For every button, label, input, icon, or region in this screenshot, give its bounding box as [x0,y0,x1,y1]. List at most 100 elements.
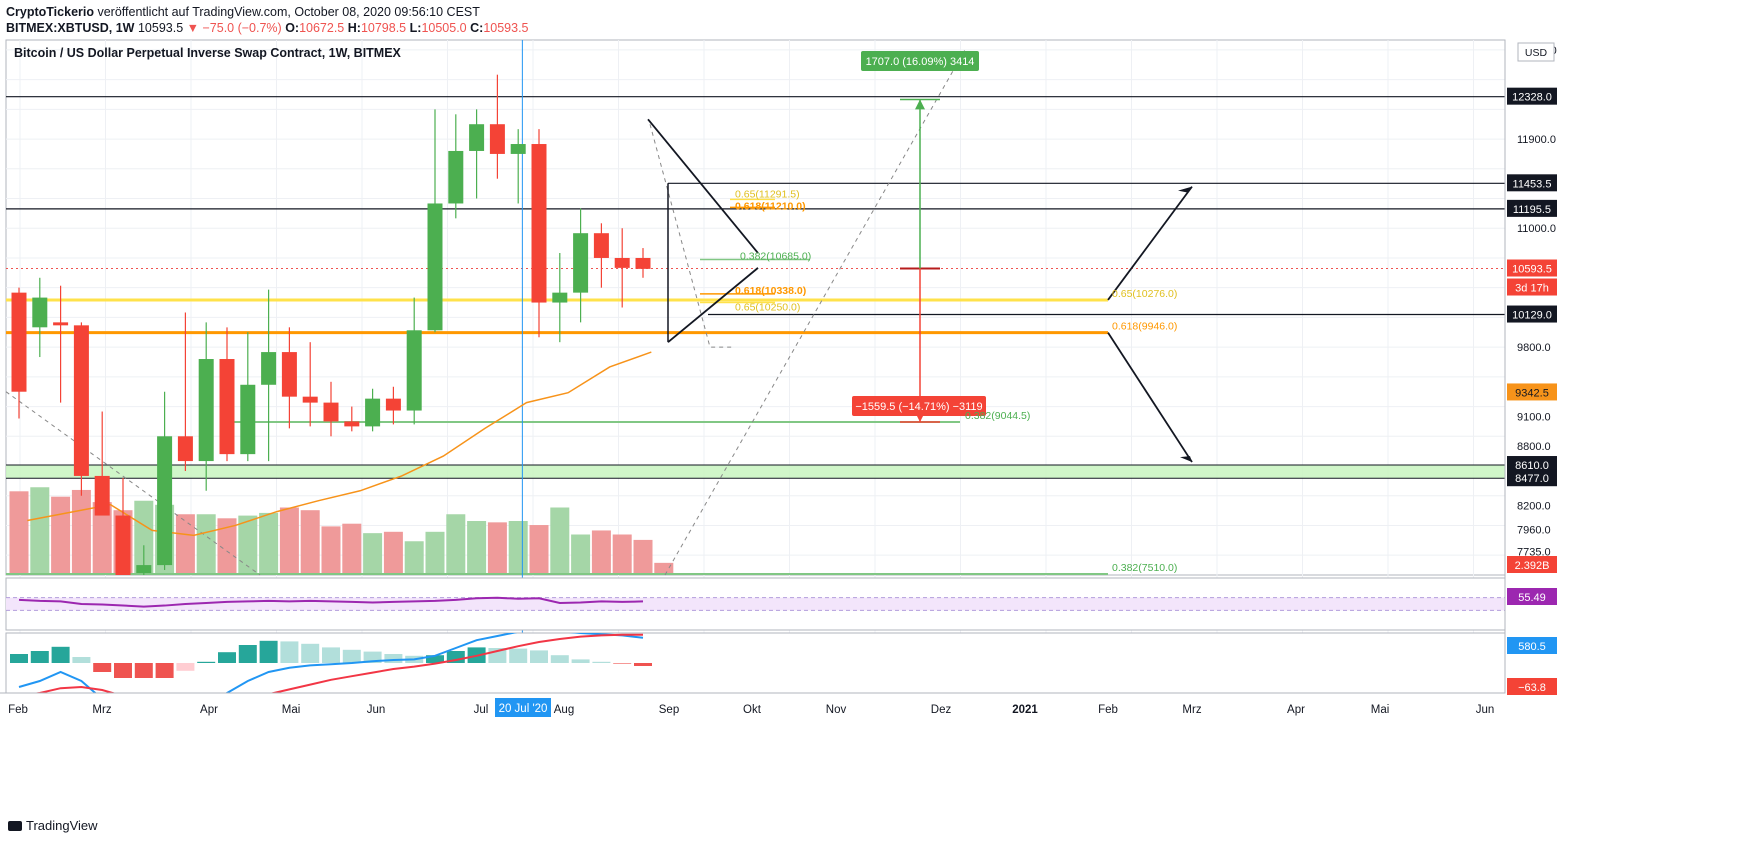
volume-bar [654,562,674,575]
macd-line [18,633,644,693]
fib-label: 0.65(10276.0) [1112,288,1177,300]
macd-value-badge: 580.5 [1518,641,1546,653]
countdown-badge-bg [1507,278,1557,296]
sma-value-badge-bg [1507,383,1557,401]
candle-body [115,515,131,575]
candle-body [198,359,214,462]
candle-body [406,330,422,411]
candle-body [510,144,526,154]
volume-bar [571,534,591,575]
price-tick-label: 11900.0 [1517,134,1556,146]
price-tick-label: 9800.0 [1517,342,1551,354]
macd-hist-bar [155,663,174,678]
triangle-lower-line [667,267,759,343]
close-value: 10593.5 [483,21,529,35]
macd-hist-bar [613,663,632,664]
macd-hist-bar [634,663,652,666]
volume-bar [383,531,403,575]
rsi-band [6,597,1505,611]
last-price: 10593.5 [137,21,184,35]
candle-body [157,436,173,566]
level-badge-11195-bg [1507,199,1557,217]
price-pane [5,39,1506,576]
last-price-badge-bg [1507,259,1557,277]
macd-hist-bar [176,663,195,671]
volume-bar [446,514,466,575]
volume-bar [92,502,112,575]
macd-hist-bar [51,646,70,663]
volume-bar [550,507,570,575]
volume-bar [487,522,507,575]
chart-title: Bitcoin / US Dollar Perpetual Inverse Sw… [14,46,402,60]
candle-body [323,402,339,422]
macd-hist-bar [509,648,528,663]
candle-body [281,352,297,397]
author-name[interactable]: CryptoTickerio [6,5,94,19]
candle-body [240,384,256,455]
volume-bar [196,514,216,575]
volume-bar [175,514,195,575]
macd-hist-bar [322,647,340,663]
fib-label: 0.382(7510.0) [1112,562,1177,574]
candle-body [593,233,609,258]
tradingview-logo[interactable]: TradingView [8,818,98,833]
time-tick-label: Mrz [92,704,111,716]
time-tick-label: Dez [931,704,952,716]
level-badge-11453: 11453.5 [1513,178,1552,190]
volume-bar [612,534,632,575]
fib-label: 0.65(10250.0) [735,302,800,314]
candle-body [489,124,505,154]
symbol-name[interactable]: BITMEX:XBTUSD, 1W [6,21,135,35]
candle-body [177,436,193,462]
rsi-line [18,596,644,608]
candle-body [573,233,589,293]
fib-label: 0.618(10338.0) [735,285,806,297]
candles [11,74,651,575]
chart-header: CryptoTickerio veröffentlicht auf Tradin… [6,4,529,36]
signal-line [32,633,643,693]
level-badge-10129: 10129.0 [1512,310,1552,322]
candle-body [136,565,152,574]
measure-down-label: −1559.5 (−14.71%) −3119 [855,401,982,413]
volume-bar [508,521,528,575]
macd-hist-bar [426,655,444,663]
support-zone [6,465,1505,479]
crosshair-date-label: 20 Jul '20 [499,703,548,715]
low-value: 10505.0 [421,21,467,35]
open-value: 10672.5 [299,21,345,35]
rsi-value-badge: 55.49 [1518,592,1546,604]
time-axis: Feb Mrz Apr Mai Jun Jul Aug Sep Okt Nov Dez 2021 Feb… [0,692,1505,717]
time-tick-label: Jun [1476,704,1495,716]
candle-body [344,421,360,427]
level-badge-8610: 8610.0 [1515,460,1549,472]
volume-bar [9,491,29,575]
price-axis: 12800.011900.011000.09800.09100.08800.08… [1504,40,1557,695]
triangle-upper-line [647,118,759,254]
candle-body [427,203,443,331]
currency-label: USD [1525,47,1548,59]
candle-body [531,144,547,303]
time-tick-label: Nov [826,704,847,716]
level-badge-12328-bg [1507,87,1557,105]
candle-body [53,322,69,326]
volume-bar [342,523,362,575]
macd-hist-bar [384,654,403,663]
currency-badge [1517,42,1555,62]
volume-bar [467,521,487,575]
arrow-down-line [1107,332,1193,463]
macd-hist-bar [342,649,361,663]
price-tick-label: 7735.0 [1517,547,1551,559]
time-tick-label: Okt [743,704,762,716]
macd-hist-bar [259,640,278,663]
volume-bar [363,533,383,575]
price-change: ▼ −75.0 (−0.7%) [186,21,282,35]
symbol-line: BITMEX:XBTUSD, 1W 10593.5 ▼ −75.0 (−0.7%… [6,21,529,35]
horizontal-lines [6,96,1505,576]
volume-bar [71,489,91,575]
macd-hist-badge-bg [1507,678,1557,695]
volume-bar [300,510,320,575]
candle-body [302,396,318,403]
level-badge-11195: 11195.5 [1513,204,1551,216]
volume-bar [238,515,258,575]
